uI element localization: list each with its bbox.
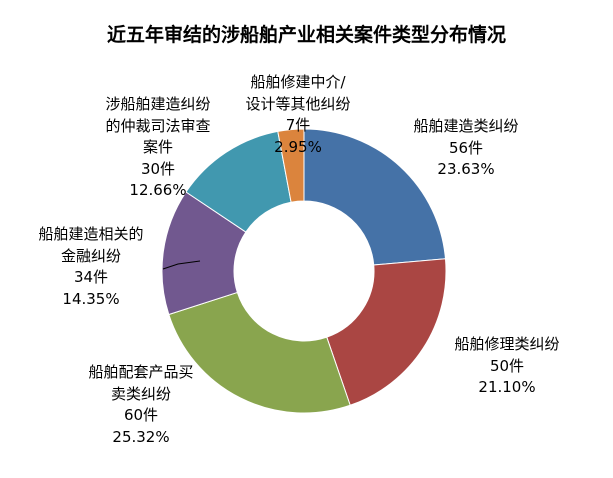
- slice-name: 船舶配套产品买: [88, 363, 194, 381]
- slice-count: 56件: [448, 138, 484, 157]
- slice-label: 涉船舶建造纠纷 的仲裁司法审查 案件 30件 12.66%: [105, 94, 210, 202]
- slice-name: 金融纠纷: [60, 246, 122, 265]
- chart-title: 近五年审结的涉船舶产业相关案件类型分布情况: [106, 24, 506, 46]
- slice-label: 船舶建造类纠纷 56件 23.63%: [413, 116, 518, 181]
- donut-slice: [326, 258, 447, 406]
- slice-percent: 14.35%: [62, 289, 120, 308]
- slice-percent: 12.66%: [129, 181, 187, 199]
- slice-label: 船舶配套产品买 卖类纠纷 60件 25.32%: [88, 362, 193, 448]
- leader-line: [162, 260, 201, 270]
- donut-slice: [277, 128, 305, 203]
- slice-count: 50件: [489, 356, 525, 375]
- slice-label: 船舶建造相关的 金融纠纷 34件 14.35%: [38, 224, 143, 310]
- donut-slice: [168, 291, 351, 414]
- slice-percent: 25.32%: [112, 427, 170, 446]
- slice-name: 船舶修建中介/: [250, 73, 346, 91]
- slice-name: 案件: [142, 138, 174, 156]
- slice-name: 船舶修理类纠纷: [454, 335, 560, 353]
- slice-percent: 23.63%: [437, 160, 495, 178]
- slice-name: 船舶建造类纠纷: [413, 117, 519, 135]
- slice-label: 船舶修理类纠纷 50件 21.10%: [454, 334, 559, 399]
- slice-percent: 21.10%: [478, 378, 536, 396]
- slice-name: 船舶建造相关的: [38, 225, 144, 243]
- slice-label: 船舶修建中介/设计等其他纠纷 7件 2.95%: [245, 72, 350, 158]
- slice-percent: 2.95%: [274, 137, 322, 156]
- donut-slice: [303, 128, 447, 266]
- slice-count: 60件: [123, 406, 159, 424]
- slice-name: 卖类纠纷: [110, 384, 172, 403]
- slice-count: 7件: [285, 116, 311, 134]
- slice-name: 的仲裁司法审查: [105, 116, 211, 135]
- slice-count: 30件: [140, 159, 176, 178]
- slice-name: 涉船舶建造纠纷: [105, 95, 211, 113]
- slice-name: 设计等其他纠纷: [245, 94, 351, 113]
- slice-count: 34件: [73, 268, 109, 286]
